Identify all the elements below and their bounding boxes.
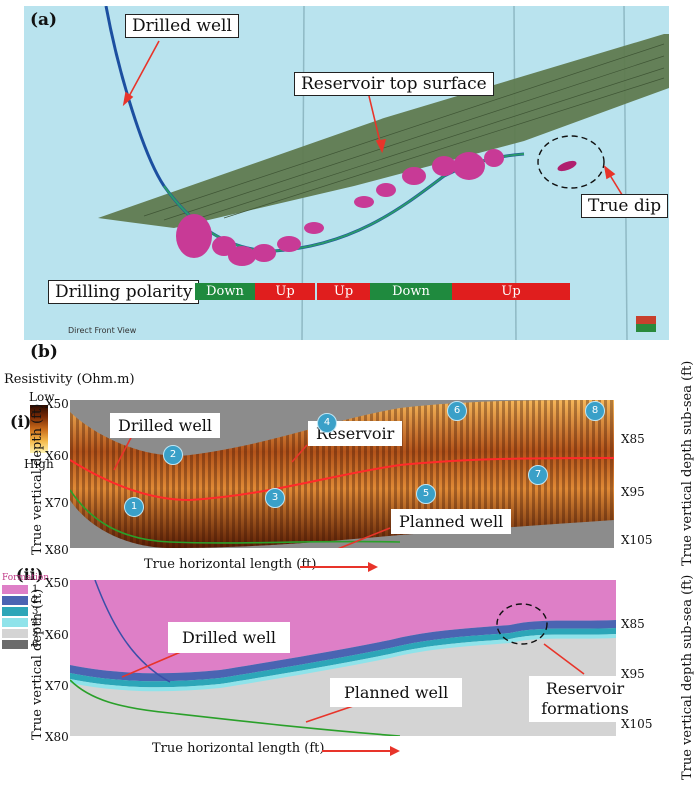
tick-left-i-1: X60: [45, 449, 69, 463]
resistivity-blobs: [176, 149, 504, 266]
resistivity-low: Low: [29, 390, 55, 404]
panel-b-label: (b): [30, 342, 58, 362]
tick-left-ii-2: X70: [45, 679, 69, 693]
x-arrow-i: [300, 562, 378, 572]
drilled-well-label-a: Drilled well: [125, 14, 239, 38]
tick-right-ii-1: X95: [621, 667, 645, 681]
polarity-down-1: Down: [195, 283, 255, 300]
formation-4: 4: [2, 617, 52, 628]
tick-right-i-0: X85: [621, 432, 645, 446]
true-dip-label: True dip: [581, 194, 669, 218]
reservoir-formations-label: Reservoir formations: [529, 676, 641, 722]
marker-4: 4: [317, 413, 337, 433]
y-title-left-i: True vertical depth (ft): [30, 403, 45, 555]
panel-a-3d-view: [98, 6, 669, 340]
tick-left-ii-0: X50: [45, 576, 69, 590]
marker-7: 7: [528, 465, 548, 485]
resistivity-colorbar: [30, 405, 48, 453]
true-dip-circle: [537, 135, 605, 189]
drilled-well-label-ii: Drilled well: [168, 622, 291, 653]
x-title-ii: True horizontal length (ft): [152, 741, 325, 756]
drilling-polarity-label: Drilling polarity: [48, 280, 200, 304]
formation-6: 6: [2, 639, 52, 650]
reservoir-surface: [98, 34, 669, 228]
formation-5: 5: [2, 628, 52, 639]
drilled-well-label-i: Drilled well: [110, 413, 221, 438]
polarity-up-2: Up: [317, 283, 370, 300]
panel-a: (a) Drilled well Reservoir top surface T…: [24, 6, 669, 340]
formation-2: 2: [2, 595, 52, 606]
x-arrow-ii: [322, 746, 400, 756]
planned-well-label-ii: Planned well: [330, 678, 463, 707]
tick-right-ii-2: X105: [621, 717, 653, 731]
y-title-right-i: True vertical depth sub-sea (ft): [680, 360, 695, 566]
marker-8: 8: [585, 401, 605, 421]
sub-ii-label: (ii): [16, 565, 44, 584]
x-title-i: True horizontal length (ft): [144, 557, 317, 572]
marker-6: 6: [447, 401, 467, 421]
tick-left-i-3: X80: [45, 543, 69, 557]
formation-legend: Formation 1 2 3 4 5 6: [2, 573, 52, 650]
y-title-left-ii: True vertical depth (ft): [30, 588, 45, 740]
formation-3: 3: [2, 606, 52, 617]
tick-right-ii-0: X85: [621, 617, 645, 631]
tick-left-i-2: X70: [45, 496, 69, 510]
reservoir-top-surface-label: Reservoir top surface: [294, 72, 494, 96]
panel-a-label: (a): [30, 10, 58, 30]
y-title-right-ii: True vertical depth sub-sea (ft): [680, 574, 695, 780]
polarity-down-2: Down: [370, 283, 452, 300]
polarity-up-1: Up: [255, 283, 315, 300]
resistivity-title: Resistivity (Ohm.m): [4, 372, 135, 387]
tick-left-ii-1: X60: [45, 628, 69, 642]
view-label: Direct Front View: [68, 326, 137, 335]
marker-2: 2: [163, 445, 183, 465]
formation-1: 1: [2, 584, 52, 595]
polarity-bar: Down Up Up Down Up: [195, 283, 570, 300]
tick-left-i-0: X50: [45, 397, 69, 411]
marker-5: 5: [416, 484, 436, 504]
marker-3: 3: [265, 488, 285, 508]
tick-right-i-1: X95: [621, 485, 645, 499]
polarity-up-3: Up: [452, 283, 570, 300]
sub-i-label: (i): [10, 412, 32, 431]
tick-right-i-2: X105: [621, 533, 653, 547]
resistivity-high: High: [24, 457, 54, 471]
tick-left-ii-3: X80: [45, 730, 69, 744]
formation-title: Formation: [2, 573, 50, 583]
marker-1: 1: [124, 497, 144, 517]
planned-well-label-i: Planned well: [391, 509, 512, 534]
